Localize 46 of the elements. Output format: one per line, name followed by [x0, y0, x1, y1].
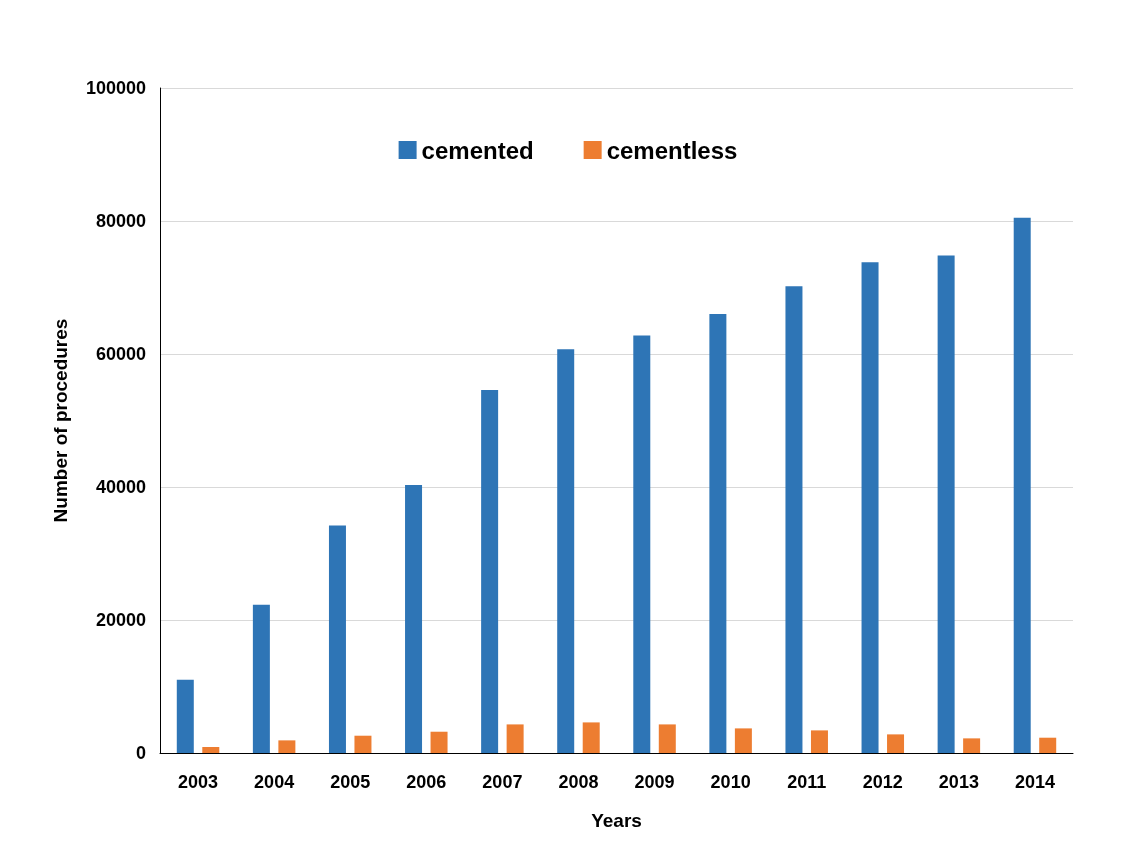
- bar: [405, 485, 423, 753]
- x-tick-label: 2007: [482, 772, 523, 792]
- x-tick-label: 2012: [862, 772, 903, 792]
- x-axis-title: Years: [591, 810, 642, 831]
- bar: [785, 286, 803, 753]
- x-tick-label: 2008: [558, 772, 599, 792]
- bar: [734, 728, 752, 753]
- bar: [1013, 217, 1031, 753]
- bar: [430, 731, 448, 753]
- legend-label: cementless: [606, 136, 738, 164]
- y-tick-label: 40000: [95, 477, 146, 497]
- x-tick-label: 2003: [178, 772, 219, 792]
- bar: [1039, 737, 1057, 753]
- bar: [633, 335, 651, 753]
- x-tick-label: 2005: [330, 772, 371, 792]
- y-axis-title: Number of procedures: [50, 318, 71, 523]
- y-tick-label: 0: [135, 743, 146, 763]
- x-tick-label: 2013: [938, 772, 979, 792]
- x-tick-label: 2006: [406, 772, 447, 792]
- bar: [278, 740, 296, 753]
- y-tick-label: 20000: [95, 610, 146, 630]
- y-tick-label: 80000: [95, 211, 146, 231]
- legend-label: cemented: [421, 136, 534, 164]
- bar: [328, 525, 346, 753]
- x-tick-label: 2009: [634, 772, 675, 792]
- bar: [176, 679, 194, 753]
- x-tick-label: 2014: [1014, 772, 1055, 792]
- y-tick-label: 60000: [95, 344, 146, 364]
- bar: [557, 349, 575, 753]
- bar: [506, 724, 524, 753]
- bar: [887, 734, 905, 753]
- bar: [354, 735, 372, 753]
- bar: [810, 730, 828, 753]
- bar: [582, 722, 600, 753]
- bar: [963, 738, 981, 753]
- bar: [658, 724, 676, 753]
- x-tick-label: 2010: [710, 772, 751, 792]
- x-tick-label: 2011: [787, 772, 827, 792]
- y-tick-label: 100000: [85, 78, 146, 98]
- bar: [861, 262, 879, 753]
- bar: [252, 604, 270, 753]
- bar: [937, 255, 955, 753]
- x-tick-label: 2004: [254, 772, 295, 792]
- bar: [709, 314, 727, 753]
- bar: [202, 747, 220, 753]
- bar: [481, 389, 499, 753]
